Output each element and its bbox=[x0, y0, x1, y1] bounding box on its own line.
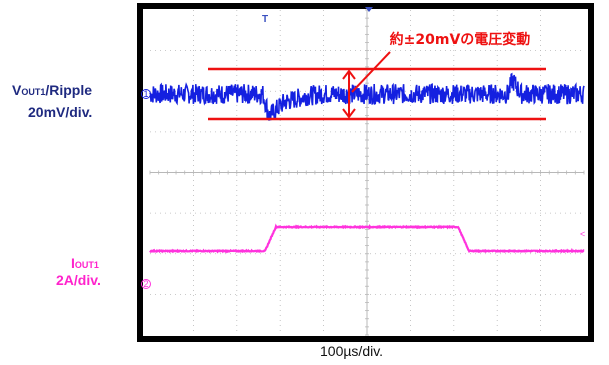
annotation-text: 約±20mVの電圧変動 bbox=[390, 31, 531, 48]
annotation-arrowhead-up bbox=[342, 69, 356, 80]
trigger-marker: T bbox=[262, 14, 268, 25]
grid bbox=[149, 9, 585, 336]
traces bbox=[149, 72, 585, 254]
ch1-label-suffix: /Ripple bbox=[45, 82, 93, 98]
ch1-label-main: V bbox=[12, 82, 22, 98]
ch1-marker: 1 bbox=[143, 89, 148, 99]
ch2-marker: 2 bbox=[143, 279, 148, 289]
ch2-label: IOUT1 bbox=[71, 255, 99, 271]
vout-ripple-trace bbox=[149, 72, 585, 121]
annotation-lines bbox=[208, 51, 546, 121]
iout-current-trace bbox=[149, 223, 585, 254]
trigger-position-marker bbox=[365, 7, 373, 12]
annotation-arrowhead-down bbox=[342, 108, 356, 119]
ch2-ref-arrow: < bbox=[580, 229, 585, 239]
ch1-scale-label: 20mV/div. bbox=[28, 104, 93, 120]
ch2-scale-label: 2A/div. bbox=[56, 272, 101, 288]
ch1-label-sub: OUT1 bbox=[21, 87, 46, 97]
ch2-label-sub: OUT1 bbox=[74, 260, 99, 270]
ch1-label: VOUT1/Ripple bbox=[12, 82, 92, 98]
ch2-label-main: I bbox=[71, 255, 75, 271]
ch1-marker-ring bbox=[141, 89, 151, 99]
annotation-pointer-line bbox=[351, 51, 391, 93]
timebase-label: 100µs/div. bbox=[320, 343, 384, 359]
ch2-marker-ring bbox=[141, 279, 151, 289]
